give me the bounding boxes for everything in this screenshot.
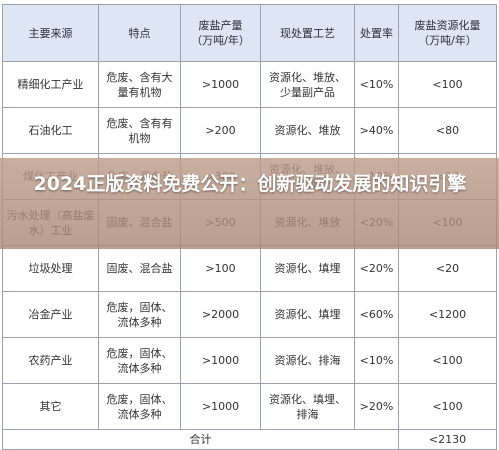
cell-feature: 固废、混合盐 — [98, 245, 181, 292]
cell-process: 资源化、填埋 — [260, 245, 355, 292]
total-value: <2130 — [398, 429, 497, 450]
cell-process: 资源化、堆放、少量副产品 — [260, 61, 355, 108]
table-row: 石油化工 危废、含有有机物 >200 资源化、堆放 >40% <80 — [2, 107, 497, 154]
cell-feature: 危废、含有有机物 — [98, 107, 181, 154]
cell-recycle: <100 — [398, 337, 497, 384]
cell-recycle: <20 — [398, 245, 497, 292]
cell-process: 资源化、堆放 — [260, 107, 355, 154]
cell-rate: >20% — [354, 383, 399, 430]
cell-rate: <10% — [354, 337, 399, 384]
cell-source: 垃圾处理 — [2, 245, 99, 292]
cell-source: 冶金产业 — [2, 291, 99, 338]
cell-feature: 危废、含有大量有机物 — [98, 61, 181, 108]
cell-output: >1000 — [180, 383, 261, 430]
header-process: 现处置工艺 — [260, 4, 355, 62]
header-rate: 处置率 — [354, 4, 399, 62]
total-label: 合计 — [2, 429, 399, 450]
cell-output: >2000 — [180, 291, 261, 338]
headline-text: 2024正版资料免费公开：创新驱动发展的知识引擎 — [33, 173, 467, 195]
table-row: 冶金产业 危废，固体、流体多种 >2000 资源化、填埋 <60% <1200 — [2, 291, 497, 338]
cell-source: 其它 — [2, 383, 99, 430]
cell-recycle: <100 — [398, 383, 497, 430]
cell-output: >1000 — [180, 337, 261, 384]
table-row: 其它 危废，固体、流体多种 >1000 资源化、填埋、排海 >20% <100 — [2, 383, 497, 430]
cell-recycle: <1200 — [398, 291, 497, 338]
cell-rate: >40% — [354, 107, 399, 154]
cell-process: 资源化、填埋、排海 — [260, 383, 355, 430]
cell-rate: <20% — [354, 245, 399, 292]
cell-feature: 危废，固体、流体多种 — [98, 383, 181, 430]
header-recycle: 废盐资源化量 （万吨/年） — [398, 4, 497, 62]
cell-rate: <60% — [354, 291, 399, 338]
cell-source: 农药产业 — [2, 337, 99, 384]
cell-source: 精细化工产业 — [2, 61, 99, 108]
cell-output: >100 — [180, 245, 261, 292]
cell-rate: <10% — [354, 61, 399, 108]
document-image: 主要来源 特点 废盐产量 （万吨/年） 现处置工艺 处置率 废盐资源化量 （万吨… — [0, 4, 499, 450]
cell-feature: 危废，固体、流体多种 — [98, 291, 181, 338]
total-row: 合计 <2130 — [2, 429, 497, 450]
cell-recycle: <100 — [398, 61, 497, 108]
header-output: 废盐产量 （万吨/年） — [180, 4, 261, 62]
cell-output: >200 — [180, 107, 261, 154]
headline-banner — [0, 158, 499, 249]
table-row: 精细化工产业 危废、含有大量有机物 >1000 资源化、堆放、少量副产品 <10% <10… — [2, 61, 497, 108]
table-row: 垃圾处理 固废、混合盐 >100 资源化、填埋 <20% <20 — [2, 245, 497, 292]
table-header-row: 主要来源 特点 废盐产量 （万吨/年） 现处置工艺 处置率 废盐资源化量 （万吨… — [2, 4, 497, 62]
cell-process: 资源化、填埋 — [260, 291, 355, 338]
table-row: 农药产业 危废，固体、流体多种 >1000 资源化、排海 <10% <100 — [2, 337, 497, 384]
cell-source: 石油化工 — [2, 107, 99, 154]
header-source: 主要来源 — [2, 4, 99, 62]
cell-feature: 危废，固体、流体多种 — [98, 337, 181, 384]
header-feature: 特点 — [98, 4, 181, 62]
cell-process: 资源化、排海 — [260, 337, 355, 384]
cell-recycle: <80 — [398, 107, 497, 154]
cell-output: >1000 — [180, 61, 261, 108]
